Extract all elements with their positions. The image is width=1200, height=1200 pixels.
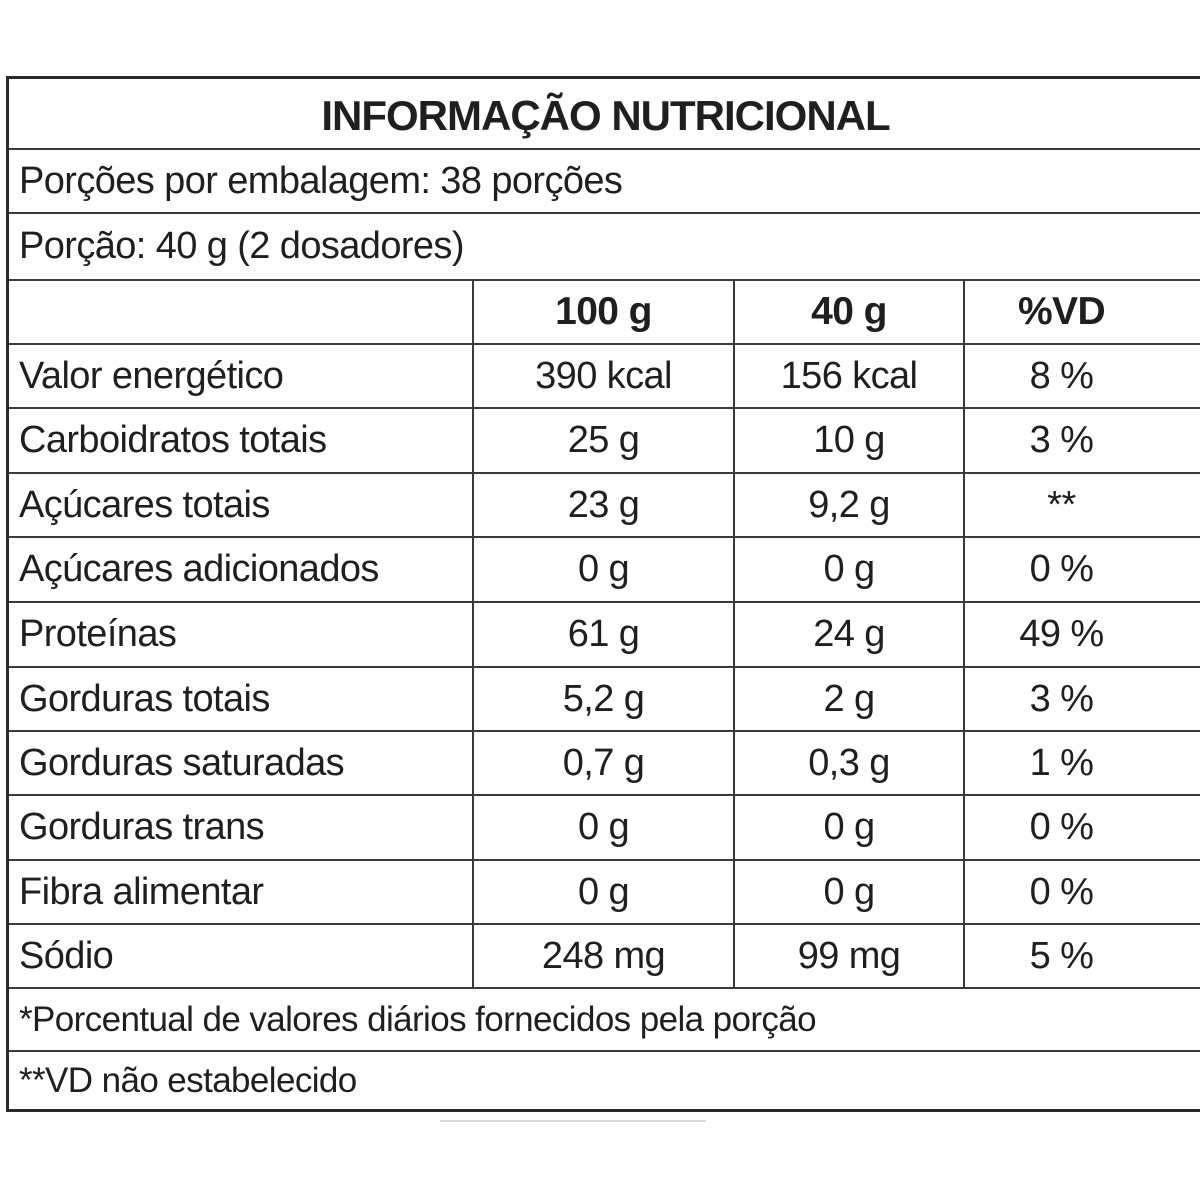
value-per-serving: 0 g — [735, 861, 965, 923]
nutrient-name: Carboidratos totais — [9, 409, 474, 472]
daily-value: 3 % — [1029, 419, 1094, 461]
value-per-serving: 9,2 g — [735, 474, 965, 536]
daily-value: 0 % — [1029, 548, 1094, 590]
servings-row: Porções por embalagem: 38 porções — [9, 150, 1200, 214]
nutrient-name: Proteínas — [9, 603, 474, 666]
nutrient-name: Açúcares adicionados — [9, 538, 474, 601]
value-per-100g: 0 g — [474, 861, 735, 923]
daily-value: ** — [1047, 483, 1076, 526]
footnote-row: **VD não estabelecido — [9, 1052, 1200, 1109]
nutrient-name: Gorduras trans — [9, 796, 474, 859]
value-per-100g: 23 g — [474, 474, 735, 536]
title-row: INFORMAÇÃO NUTRICIONAL — [9, 79, 1200, 150]
nutrition-facts-table: INFORMAÇÃO NUTRICIONAL Porções por embal… — [6, 76, 1200, 1112]
value-per-serving: 0 g — [735, 538, 965, 601]
table-row: Gorduras saturadas 0,7 g 0,3 g 1 % — [9, 732, 1200, 796]
nutrient-name: Valor energético — [9, 345, 474, 407]
value-per-100g: 390 kcal — [474, 345, 735, 407]
table-row: Gorduras trans 0 g 0 g 0 % — [9, 796, 1200, 861]
footnote-row: *Porcentual de valores diários fornecido… — [9, 989, 1200, 1052]
nutrient-name: Gorduras saturadas — [9, 732, 474, 794]
nutrient-name: Sódio — [9, 925, 474, 987]
footnote-vd: **VD não estabelecido — [19, 1060, 357, 1100]
daily-value: 1 % — [1029, 741, 1094, 784]
value-per-serving: 156 kcal — [735, 345, 965, 407]
daily-value: 8 % — [1029, 354, 1094, 397]
column-header-row: 100 g 40 g %VD — [9, 281, 1200, 345]
table-row: Sódio 248 mg 99 mg 5 % — [9, 925, 1200, 989]
nutrient-name: Gorduras totais — [9, 668, 474, 730]
bottom-divider — [440, 1120, 706, 1122]
daily-value: 3 % — [1029, 677, 1094, 720]
value-per-100g: 25 g — [474, 409, 735, 472]
daily-value: 5 % — [1029, 934, 1094, 977]
serving-size-row: Porção: 40 g (2 dosadores) — [9, 214, 1200, 281]
table-row: Gorduras totais 5,2 g 2 g 3 % — [9, 668, 1200, 732]
value-per-100g: 0 g — [474, 796, 735, 859]
nutrient-name: Fibra alimentar — [9, 861, 474, 923]
value-per-100g: 5,2 g — [474, 668, 735, 730]
daily-value: 0 % — [1029, 806, 1094, 848]
value-per-serving: 10 g — [735, 409, 965, 472]
table-title: INFORMAÇÃO NUTRICIONAL — [321, 91, 890, 139]
table-row: Açúcares adicionados 0 g 0 g 0 % — [9, 538, 1200, 603]
value-per-100g: 248 mg — [474, 925, 735, 987]
daily-value: 0 % — [1029, 870, 1094, 913]
value-per-100g: 61 g — [474, 603, 735, 666]
value-per-100g: 0,7 g — [474, 732, 735, 794]
value-per-serving: 99 mg — [735, 925, 965, 987]
table-row: Fibra alimentar 0 g 0 g 0 % — [9, 861, 1200, 925]
footnote-percent: *Porcentual de valores diários fornecido… — [19, 999, 817, 1039]
value-per-serving: 24 g — [735, 603, 965, 666]
header-nutrient — [9, 281, 474, 343]
daily-value: 49 % — [1019, 613, 1104, 655]
value-per-100g: 0 g — [474, 538, 735, 601]
nutrient-name: Açúcares totais — [9, 474, 474, 536]
header-per-100g: 100 g — [474, 281, 735, 343]
table-row: Proteínas 61 g 24 g 49 % — [9, 603, 1200, 668]
serving-size: Porção: 40 g (2 dosadores) — [19, 225, 464, 267]
header-per-serving: 40 g — [735, 281, 965, 343]
header-daily-value: %VD — [1017, 290, 1106, 333]
servings-per-package: Porções por embalagem: 38 porções — [19, 159, 623, 202]
value-per-serving: 0 g — [735, 796, 965, 859]
value-per-serving: 0,3 g — [735, 732, 965, 794]
table-row: Carboidratos totais 25 g 10 g 3 % — [9, 409, 1200, 474]
table-row: Valor energético 390 kcal 156 kcal 8 % — [9, 345, 1200, 409]
table-row: Açúcares totais 23 g 9,2 g ** — [9, 474, 1200, 538]
value-per-serving: 2 g — [735, 668, 965, 730]
